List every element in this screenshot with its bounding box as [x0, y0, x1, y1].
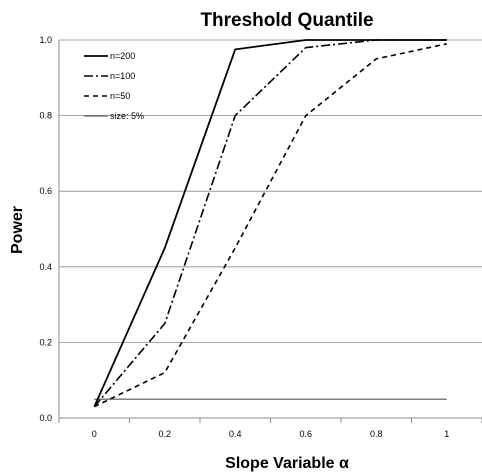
legend: n=200 n=100 n=50 size: 5% — [84, 51, 144, 121]
y-tick-label: 1.0 — [39, 35, 52, 45]
legend-label: n=200 — [110, 51, 135, 61]
series-layer — [93, 39, 447, 408]
x-tick-label: 0.2 — [158, 429, 171, 439]
axis-layer: 0.0 0.2 0.4 0.6 0.8 1.0 0 0.2 0.4 0.6 0.8 1 — [39, 35, 482, 439]
x-tick-label: 0.8 — [370, 429, 383, 439]
y-tick-label: 0.8 — [39, 111, 52, 121]
chart-title: Threshold Quantile — [200, 10, 373, 31]
x-tick-label: 0.6 — [299, 429, 312, 439]
y-tick-label: 0.6 — [39, 186, 52, 196]
x-tick-label: 1 — [444, 429, 449, 439]
x-tick-label: 0 — [92, 429, 97, 439]
series-line-n-100 — [93, 39, 447, 408]
y-axis-title: Power — [9, 206, 26, 254]
series-line-n-50 — [93, 43, 447, 408]
legend-label: size: 5% — [110, 111, 144, 121]
y-tick-label: 0.2 — [39, 337, 52, 347]
x-tick-label: 0.4 — [229, 429, 242, 439]
y-tick-label: 0.4 — [39, 262, 52, 272]
series-line-n-200 — [93, 39, 447, 408]
y-tick-label: 0.0 — [39, 413, 52, 423]
legend-label: n=50 — [110, 91, 130, 101]
legend-label: n=100 — [110, 71, 135, 81]
x-axis-title: Slope Variable α — [225, 455, 349, 472]
